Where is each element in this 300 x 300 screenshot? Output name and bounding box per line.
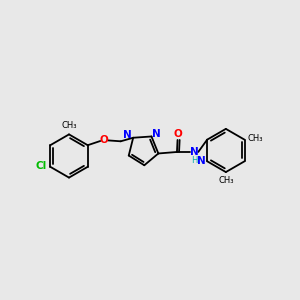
Text: CH₃: CH₃ <box>218 176 234 185</box>
Text: CH₃: CH₃ <box>62 122 77 130</box>
Text: N: N <box>197 156 206 166</box>
Text: O: O <box>100 135 109 145</box>
Text: N: N <box>123 130 132 140</box>
Text: Cl: Cl <box>35 161 46 171</box>
Text: N: N <box>190 147 199 157</box>
Text: N: N <box>152 129 161 139</box>
Text: H: H <box>191 156 197 165</box>
Text: CH₃: CH₃ <box>248 134 263 143</box>
Text: O: O <box>174 129 182 139</box>
